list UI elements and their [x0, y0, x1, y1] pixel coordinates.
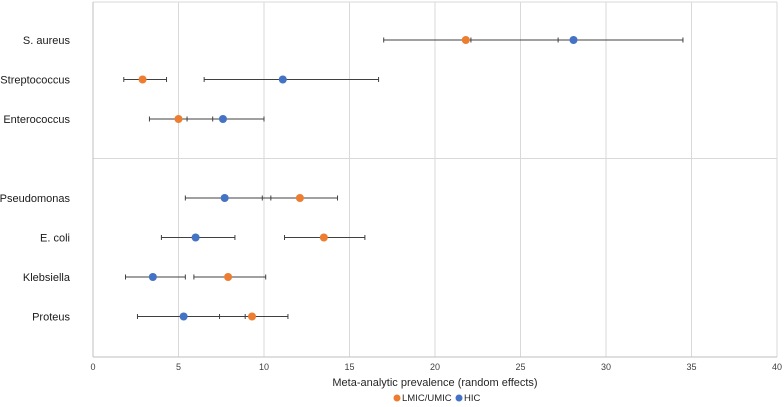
category-label-pseudomonas: Pseudomonas [0, 193, 70, 205]
category-label-proteus: Proteus [32, 312, 70, 324]
x-axis-ticks: 0 5 10 15 20 25 30 35 40 [90, 362, 782, 372]
legend: LMIC/UMIC HIC [393, 393, 481, 404]
point-s-aureus-lmic-umic [461, 36, 470, 44]
x-tick-label-20: 20 [430, 362, 440, 372]
point-proteus-lmic-umic [248, 312, 257, 321]
legend-marker-lmic-umic [393, 394, 401, 402]
x-tick-label-5: 5 [176, 362, 181, 372]
x-axis-title: Meta-analytic prevalence (random effects… [332, 377, 537, 389]
point-enterococcus-lmic-umic [174, 115, 183, 123]
point-proteus-hic [179, 312, 188, 321]
point-s-aureus-hic [569, 36, 578, 44]
x-tick-label-40: 40 [772, 362, 782, 372]
category-label-e-coli: E. coli [40, 233, 70, 245]
legend-label-hic: HIC [464, 393, 481, 404]
x-tick-label-10: 10 [259, 362, 269, 372]
category-label-s-aureus: S. aureus [23, 35, 71, 47]
x-tick-label-30: 30 [601, 362, 611, 372]
axes [92, 1, 777, 358]
category-label-streptococcus: Streptococcus [0, 75, 70, 87]
legend-marker-hic [455, 394, 463, 402]
point-enterococcus-hic [218, 115, 227, 123]
legend-label-lmic-umic: LMIC/UMIC [402, 393, 452, 404]
point-streptococcus-hic [278, 75, 287, 84]
data-marks [123, 36, 684, 321]
x-tick-label-25: 25 [515, 362, 525, 372]
point-klebsiella-lmic-umic [224, 273, 233, 281]
gridlines [93, 2, 778, 357]
point-pseudomonas-hic [220, 194, 229, 202]
x-tick-label-35: 35 [686, 362, 696, 372]
x-tick-label-15: 15 [344, 362, 354, 372]
category-labels: S. aureus Streptococcus Enterococcus Pseudo… [0, 35, 71, 324]
point-klebsiella-hic [148, 273, 157, 281]
x-tick-label-0: 0 [90, 362, 95, 372]
point-e-coli-hic [191, 233, 200, 242]
point-pseudomonas-lmic-umic [295, 194, 304, 202]
point-streptococcus-lmic-umic [138, 75, 147, 84]
category-label-klebsiella: Klebsiella [23, 272, 71, 284]
category-label-enterococcus: Enterococcus [3, 114, 70, 126]
point-e-coli-lmic-umic [319, 233, 328, 242]
